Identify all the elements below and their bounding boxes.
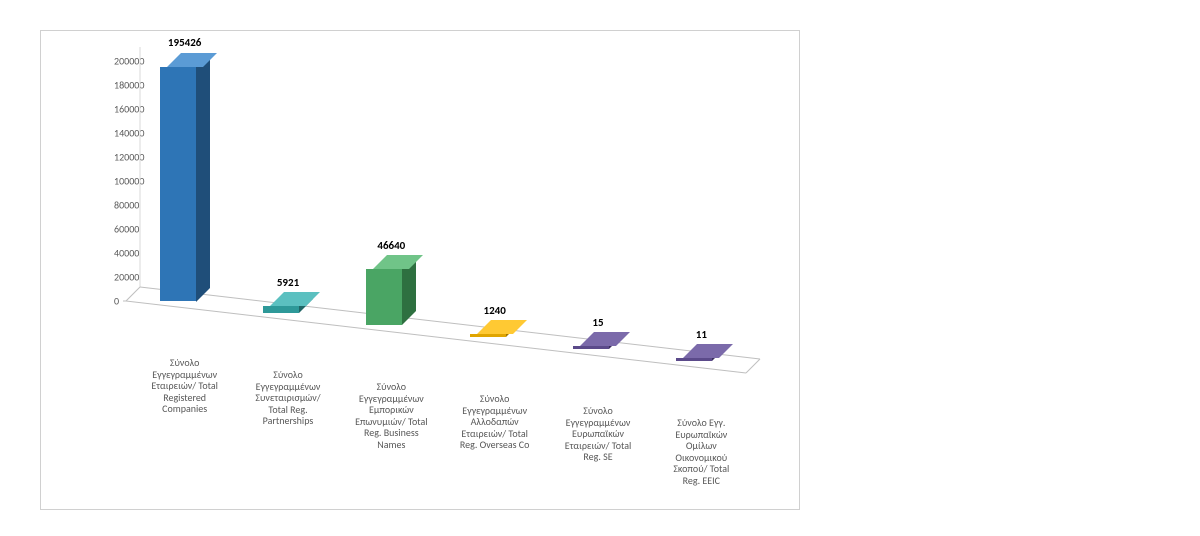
x-axis-label: ΣύνολοΕγγεγραμμένωνΕμπορικώνΕπωνυμιών/ T… bbox=[335, 381, 448, 450]
y-tick-label: 0 bbox=[114, 295, 118, 308]
bar-front bbox=[470, 334, 506, 337]
bar-front bbox=[263, 306, 299, 313]
data-label: 1240 bbox=[484, 304, 506, 317]
y-tick-label: 100000 bbox=[114, 175, 118, 188]
x-axis-label: ΣύνολοΕγγεγραμμένωνΕταιρειών/ TotalRegis… bbox=[128, 357, 241, 415]
x-axis-label-line: Εμπορικών bbox=[335, 404, 448, 416]
x-axis-label-line: Names bbox=[335, 439, 448, 451]
y-tick-label: 120000 bbox=[114, 151, 118, 164]
bar-front bbox=[160, 67, 196, 302]
bar-front bbox=[366, 269, 402, 325]
y-tick-label: 40000 bbox=[114, 247, 118, 260]
x-axis-label-line: Σύνολο bbox=[231, 369, 344, 381]
y-tick-label: 180000 bbox=[114, 79, 118, 92]
x-axis-label-line: Reg. Overseas Co bbox=[438, 439, 551, 451]
x-axis-label-line: Σκοπού/ Total bbox=[645, 463, 758, 475]
bar-top bbox=[270, 292, 320, 306]
data-label: 15 bbox=[592, 316, 603, 329]
data-label: 195426 bbox=[168, 36, 201, 49]
x-axis-label-line: Ευρωπαϊκών bbox=[541, 428, 654, 440]
bar bbox=[160, 67, 196, 302]
chart-bars bbox=[126, 61, 746, 341]
data-label: 11 bbox=[696, 328, 707, 341]
bar-top bbox=[580, 332, 630, 346]
x-axis-labels: ΣύνολοΕγγεγραμμένωνΕταιρειών/ TotalRegis… bbox=[126, 351, 746, 501]
y-tick-label: 140000 bbox=[114, 127, 118, 140]
y-tick-label: 200000 bbox=[114, 55, 118, 68]
bar-top bbox=[477, 320, 527, 334]
bar-side bbox=[196, 53, 210, 302]
x-axis-label: ΣύνολοΕγγεγραμμένωνΣυνεταιρισμών/Total R… bbox=[231, 369, 344, 427]
x-axis-label-line: Σύνολο Εγγ. bbox=[645, 417, 758, 429]
y-tick-label: 80000 bbox=[114, 199, 118, 212]
bar bbox=[573, 346, 609, 349]
bar bbox=[470, 334, 506, 337]
x-axis-label: ΣύνολοΕγγεγραμμένωνΕυρωπαϊκώνΕταιρειών/ … bbox=[541, 405, 654, 463]
bar bbox=[366, 269, 402, 325]
bar bbox=[263, 306, 299, 313]
x-axis-label-line: Ομίλων bbox=[645, 440, 758, 452]
x-axis-label-line: Σύνολο bbox=[335, 381, 448, 393]
x-axis-label-line: Αλλοδαπών bbox=[438, 416, 551, 428]
x-axis-label-line: Reg. SE bbox=[541, 451, 654, 463]
x-axis-label-line: Συνεταιρισμών/ bbox=[231, 392, 344, 404]
x-axis-label-line: Σύνολο bbox=[541, 405, 654, 417]
x-axis-label-line: Εταιρειών/ Total bbox=[128, 380, 241, 392]
chart-container: 0 20000 40000 60000 80000 100000 120000 140000 1… bbox=[40, 30, 800, 510]
x-axis-label-line: Reg. Business bbox=[335, 427, 448, 439]
x-axis-label: ΣύνολοΕγγεγραμμένωνΑλλοδαπώνΕταιρειών/ T… bbox=[438, 393, 551, 451]
x-axis-label-line: Reg. EEIC bbox=[645, 475, 758, 487]
x-axis-label-line: Σύνολο bbox=[438, 393, 551, 405]
x-axis-label-line: Partnerships bbox=[231, 415, 344, 427]
y-tick-label: 60000 bbox=[114, 223, 118, 236]
data-label: 5921 bbox=[277, 276, 299, 289]
x-axis-label-line: Σύνολο bbox=[128, 357, 241, 369]
bar-front bbox=[573, 346, 609, 349]
x-axis-label-line: Companies bbox=[128, 403, 241, 415]
data-label: 46640 bbox=[377, 239, 405, 252]
y-tick-label: 160000 bbox=[114, 103, 118, 116]
y-tick-label: 20000 bbox=[114, 271, 118, 284]
x-axis-label: Σύνολο Εγγ.ΕυρωπαϊκώνΟμίλωνΟικονομικούΣκ… bbox=[645, 417, 758, 486]
